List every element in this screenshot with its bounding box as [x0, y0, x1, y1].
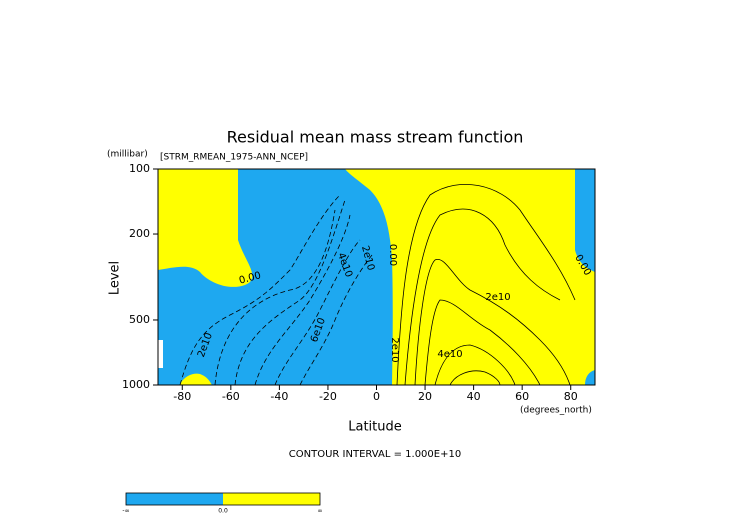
- contour-label: 0.00: [387, 244, 398, 266]
- x-tick-label: -20: [319, 390, 337, 403]
- fill-positive: [180, 373, 212, 385]
- x-tick-label: -60: [222, 390, 240, 403]
- contour-label: 4e10: [437, 349, 462, 360]
- contour-note: CONTOUR INTERVAL = 1.000E+10: [289, 449, 461, 460]
- colorbar-swatch: [223, 493, 320, 505]
- y-tick-label: 500: [129, 313, 150, 326]
- colorbar-label: ∞: [318, 508, 323, 515]
- colorbar-label: 0.0: [218, 508, 228, 515]
- x-tick-label: 40: [467, 390, 481, 403]
- x-tick-label: 60: [515, 390, 529, 403]
- y-axis-label: Level: [108, 261, 123, 295]
- contour-label: 2e10: [389, 337, 400, 362]
- fill-positive: [158, 169, 253, 287]
- x-tick-label: -40: [270, 390, 288, 403]
- y-tick-label: 100: [129, 162, 150, 175]
- x-tick-label: -80: [173, 390, 191, 403]
- colorbar-frame: [125, 492, 321, 506]
- x-tick-label: 20: [418, 390, 432, 403]
- contour-fills: [158, 169, 595, 385]
- colorbar-label: -∞: [122, 508, 129, 515]
- fill-positive: [345, 169, 595, 385]
- x-unit-label: (degrees_north): [520, 406, 592, 416]
- x-tick-label: 0: [373, 390, 380, 403]
- contour-label: 2e10: [485, 292, 510, 303]
- chart-title: Residual mean mass stream function: [227, 128, 524, 147]
- colorbar-swatch: [126, 493, 223, 505]
- contour-lines: [179, 183, 576, 385]
- y-unit-label: (millibar): [107, 150, 148, 160]
- y-tick-label: 1000: [122, 378, 150, 391]
- x-tick-label: 80: [564, 390, 578, 403]
- y-tick-label: 200: [129, 227, 150, 240]
- x-axis-label: Latitude: [348, 420, 402, 435]
- fill-missing: [158, 340, 163, 368]
- chart-subtitle: [STRM_RMEAN_1975-ANN_NCEP]: [160, 153, 308, 163]
